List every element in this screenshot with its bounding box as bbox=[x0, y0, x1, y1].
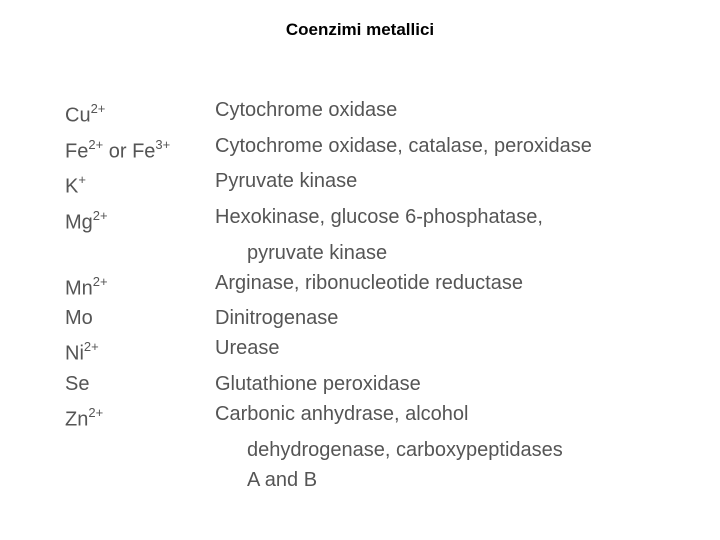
ion-base: Mn bbox=[65, 277, 93, 299]
table-row: Zn2+Carbonic anhydrase, alcohol bbox=[65, 399, 665, 435]
coenzyme-table: Cu2+Cytochrome oxidaseFe2+ or Fe3+Cytoch… bbox=[65, 95, 665, 495]
enzyme-cell: Cytochrome oxidase bbox=[215, 95, 397, 125]
ion-base: Mo bbox=[65, 307, 93, 329]
ion-cell: Ni2+ bbox=[65, 333, 215, 369]
table-row: dehydrogenase, carboxypeptidases bbox=[65, 435, 665, 465]
enzyme-cell: Cytochrome oxidase, catalase, peroxidase bbox=[215, 131, 592, 161]
table-row: Fe2+ or Fe3+Cytochrome oxidase, catalase… bbox=[65, 131, 665, 167]
enzyme-cell: dehydrogenase, carboxypeptidases bbox=[215, 435, 563, 465]
ion-base: Fe bbox=[65, 140, 88, 162]
ion-sup: 2+ bbox=[93, 274, 108, 289]
ion-cell: K+ bbox=[65, 166, 215, 202]
ion-suffix: or Fe bbox=[103, 140, 155, 162]
ion-sup: 2+ bbox=[84, 339, 99, 354]
ion-cell: Cu2+ bbox=[65, 95, 215, 131]
enzyme-cell: Carbonic anhydrase, alcohol bbox=[215, 399, 469, 429]
ion-sup: 2+ bbox=[88, 405, 103, 420]
ion-base: Cu bbox=[65, 105, 91, 127]
table-row: A and B bbox=[65, 465, 665, 495]
enzyme-cell: Pyruvate kinase bbox=[215, 166, 357, 196]
ion-sup: 2+ bbox=[91, 101, 106, 116]
enzyme-cell: Glutathione peroxidase bbox=[215, 369, 421, 399]
ion-sup2: 3+ bbox=[155, 137, 170, 152]
enzyme-cell: A and B bbox=[215, 465, 317, 495]
table-row: Mo Dinitrogenase bbox=[65, 303, 665, 333]
table-row: Mn2+Arginase, ribonucleotide reductase bbox=[65, 268, 665, 304]
enzyme-cell: Urease bbox=[215, 333, 279, 363]
ion-sup: 2+ bbox=[88, 137, 103, 152]
ion-base: K bbox=[65, 176, 78, 198]
table-row: Ni2+Urease bbox=[65, 333, 665, 369]
page-title: Coenzimi metallici bbox=[0, 20, 720, 40]
ion-sup: + bbox=[78, 172, 86, 187]
ion-base: Se bbox=[65, 373, 89, 395]
enzyme-cell: Arginase, ribonucleotide reductase bbox=[215, 268, 523, 298]
ion-cell: Fe2+ or Fe3+ bbox=[65, 131, 215, 167]
ion-cell: Mn2+ bbox=[65, 268, 215, 304]
table-row: pyruvate kinase bbox=[65, 238, 665, 268]
ion-sup: 2+ bbox=[93, 208, 108, 223]
table-row: Cu2+Cytochrome oxidase bbox=[65, 95, 665, 131]
ion-base: Mg bbox=[65, 212, 93, 234]
ion-cell: Zn2+ bbox=[65, 399, 215, 435]
table-row: K+Pyruvate kinase bbox=[65, 166, 665, 202]
ion-base: Ni bbox=[65, 343, 84, 365]
enzyme-cell: Hexokinase, glucose 6-phosphatase, bbox=[215, 202, 543, 232]
enzyme-cell: pyruvate kinase bbox=[215, 238, 387, 268]
ion-cell: Se bbox=[65, 369, 215, 399]
enzyme-cell: Dinitrogenase bbox=[215, 303, 338, 333]
table-row: Se Glutathione peroxidase bbox=[65, 369, 665, 399]
ion-cell: Mg2+ bbox=[65, 202, 215, 238]
ion-base: Zn bbox=[65, 409, 88, 431]
table-row: Mg2+Hexokinase, glucose 6-phosphatase, bbox=[65, 202, 665, 238]
ion-cell: Mo bbox=[65, 303, 215, 333]
